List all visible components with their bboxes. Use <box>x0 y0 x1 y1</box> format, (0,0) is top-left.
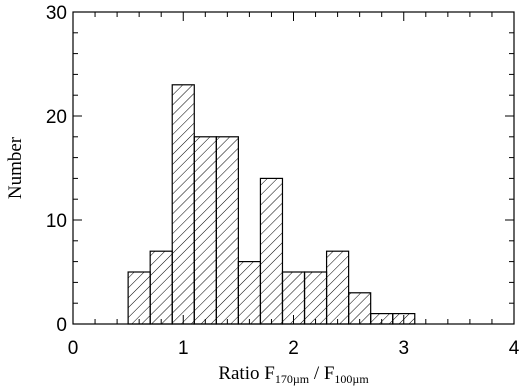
x-tick-label: 0 <box>68 338 79 359</box>
x-axis-title: Ratio F170µm / F100µm <box>218 363 369 386</box>
x-tick-label: 4 <box>509 338 520 359</box>
histogram-bar <box>127 271 151 325</box>
x-tick-label: 1 <box>178 338 189 359</box>
y-tick-label: 0 <box>56 315 67 336</box>
x-tick-label: 2 <box>288 338 299 359</box>
y-tick-label: 20 <box>46 107 67 128</box>
histogram-bar <box>149 250 173 325</box>
x-tick-labels: 0 1 2 3 4 <box>68 338 520 359</box>
histogram-bar <box>237 261 262 325</box>
axis-ticks <box>72 11 515 325</box>
histogram-bar <box>215 136 239 325</box>
histogram-bar <box>259 177 284 325</box>
y-tick-label: 10 <box>46 211 67 232</box>
histogram-bars <box>127 84 416 325</box>
histogram-bar <box>303 271 328 325</box>
y-tick-labels: 0 10 20 30 <box>46 3 67 336</box>
histogram-bar <box>325 250 350 325</box>
x-tick-label: 3 <box>398 338 409 359</box>
histogram-bar <box>193 136 217 325</box>
histogram-bar <box>171 84 195 325</box>
y-tick-label: 30 <box>46 3 67 24</box>
y-axis-title: Number <box>5 136 26 199</box>
